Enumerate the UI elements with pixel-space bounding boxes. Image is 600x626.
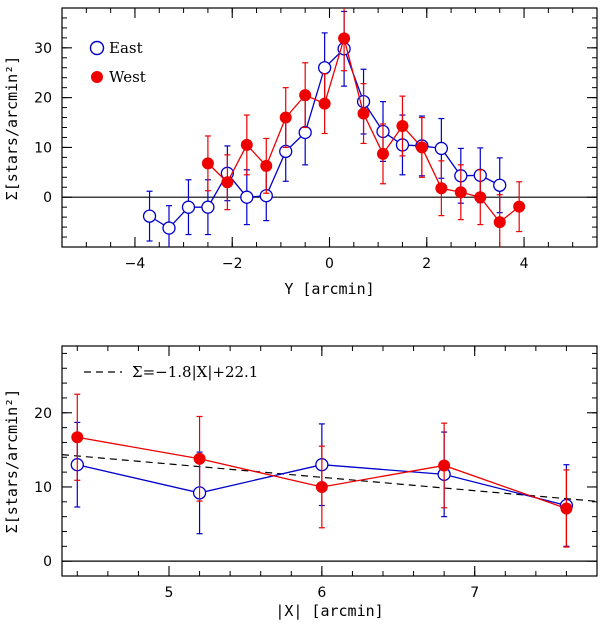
y-tick-label: 30 [34, 41, 52, 57]
x-tick-label: −2 [222, 256, 243, 272]
x-tick-label: −4 [125, 256, 146, 272]
data-layer [142, 8, 526, 247]
x-axis-title: Y [arcmin] [284, 280, 374, 298]
west-data-point [493, 216, 506, 229]
y-axis-title: Σ[stars/arcmin²] [3, 389, 21, 534]
west-data-point [71, 431, 84, 444]
y-tick-label: 10 [34, 480, 52, 496]
west-data-point [193, 452, 206, 465]
top-panel: −4 −2 0 2 4 0 10 20 30 Y [arcmin] Σ[stars/arcmin²]… [3, 7, 598, 298]
east-data-point [142, 209, 157, 223]
west-data-point [299, 89, 312, 102]
west-data-point [338, 32, 351, 45]
west-data-point [315, 480, 328, 493]
east-data-point [317, 61, 332, 75]
west-data-point [454, 186, 467, 199]
west-data-point [396, 120, 409, 133]
west-data-point [318, 97, 331, 110]
east-data-point [162, 221, 176, 235]
x-axis-title: |X| [arcmin] [275, 602, 383, 620]
west-data-point [560, 502, 573, 515]
fit-legend-label: Σ=−1.8|X|+22.1 [132, 363, 258, 381]
west-data-point [415, 141, 428, 154]
data-layer [62, 393, 597, 548]
east-data-point [201, 200, 215, 214]
west-data-point [279, 111, 292, 124]
y-tick-label: 20 [34, 406, 52, 422]
y-tick-label: 0 [43, 190, 52, 206]
west-data-point [357, 107, 370, 120]
x-tick-label: 4 [520, 256, 529, 272]
y-tick-label: 10 [34, 140, 52, 156]
y-axis-title: Σ[stars/arcmin²] [3, 56, 21, 201]
legend-marker-west [91, 71, 103, 83]
x-tick-label: 5 [165, 585, 174, 601]
west-data-point [513, 200, 526, 213]
x-tick-label: 7 [470, 585, 479, 601]
east-data-point [181, 200, 196, 214]
west-data-point [221, 176, 234, 189]
east-data-point [240, 190, 254, 204]
legend-label-west: West [109, 68, 146, 86]
y-tick-label: 20 [34, 91, 52, 107]
west-data-point [435, 182, 448, 195]
east-data-point [493, 178, 507, 192]
x-tick-label: 6 [317, 585, 326, 601]
east-data-point [434, 141, 449, 156]
bottom-panel: 5 6 7 0 10 20 |X| [arcmin] Σ[stars/arcmin²] Σ=−1… [3, 345, 598, 620]
legend-label-east: East [109, 39, 143, 57]
y-tick-label: 0 [43, 554, 52, 570]
fit-line [62, 454, 597, 502]
legend-marker-east [89, 40, 105, 56]
x-tick-label: 2 [422, 256, 431, 272]
west-data-point [260, 159, 273, 172]
west-data-point [438, 459, 451, 472]
west-data-point [201, 157, 214, 170]
west-data-point [240, 138, 253, 151]
west-data-point [474, 191, 487, 204]
east-data-point [298, 125, 312, 140]
plot-frame [61, 345, 598, 577]
west-data-point [377, 147, 389, 160]
x-tick-label: 0 [325, 256, 334, 272]
